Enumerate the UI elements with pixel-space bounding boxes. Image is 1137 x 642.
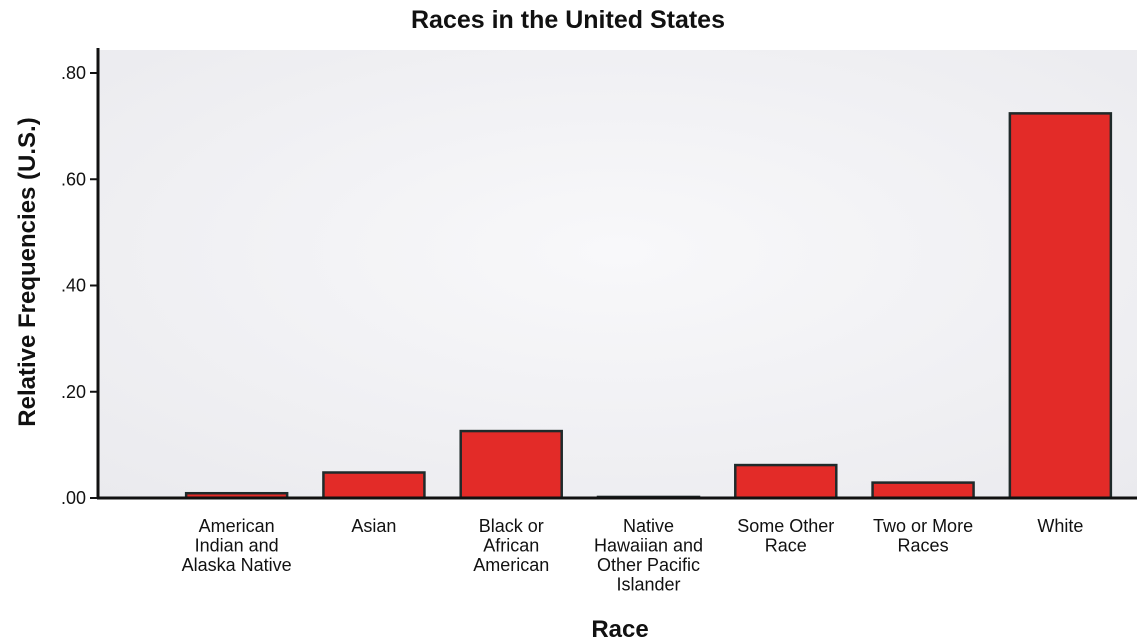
x-tick-label: Asian: [351, 516, 396, 536]
x-tick-label-line: African: [483, 536, 539, 556]
x-tick-label: American Indian and Alaska Native: [182, 516, 292, 575]
x-tick-label-line: White: [1037, 516, 1083, 536]
bar: [1008, 112, 1113, 500]
x-tick-label-line: American: [473, 555, 549, 575]
x-tick-label-line: Two or More: [873, 516, 973, 536]
x-tick-label-line: Asian: [351, 516, 396, 536]
y-tick-label: .00: [61, 488, 86, 508]
y-tick-label: .80: [61, 63, 86, 83]
x-tick-label: Native Hawaiian and Other Pacific Islander: [594, 516, 703, 595]
chart-title: Races in the United States: [411, 6, 725, 34]
x-tick-label-line: Indian and: [195, 536, 279, 556]
x-tick-label-line: Black or: [479, 516, 544, 536]
bar: [871, 481, 975, 500]
x-tick-label-line: American: [199, 516, 275, 536]
y-tick-label: .20: [61, 382, 86, 402]
y-tick-label: .60: [61, 169, 86, 189]
bar: [734, 463, 838, 500]
y-tick-label: .40: [61, 276, 86, 296]
bar: [322, 471, 426, 500]
x-tick-label-line: Hawaiian and: [594, 536, 703, 556]
x-axis-title: Race: [591, 616, 648, 642]
x-tick-label-line: Islander: [616, 575, 680, 595]
x-tick-label-line: Races: [898, 536, 949, 556]
x-tick-label: White: [1037, 516, 1083, 536]
y-axis-title: Relative Frequencies (U.S.): [14, 117, 41, 426]
x-tick-label: Some Other Race: [737, 516, 834, 556]
y-axis: .00 .20 .40 .60 .80: [61, 63, 98, 508]
bars: [184, 112, 1113, 500]
bar: [459, 429, 563, 500]
x-tick-label-line: Race: [765, 536, 807, 556]
plot-area: [98, 50, 1137, 498]
x-tick-label: Black or African American: [473, 516, 549, 575]
x-tick-label-line: Native: [623, 516, 674, 536]
x-tick-label-line: Other Pacific: [597, 555, 700, 575]
x-tick-label-line: Some Other: [737, 516, 834, 536]
x-tick-label-line: Alaska Native: [182, 555, 292, 575]
x-tick-label: Two or More Races: [873, 516, 973, 556]
